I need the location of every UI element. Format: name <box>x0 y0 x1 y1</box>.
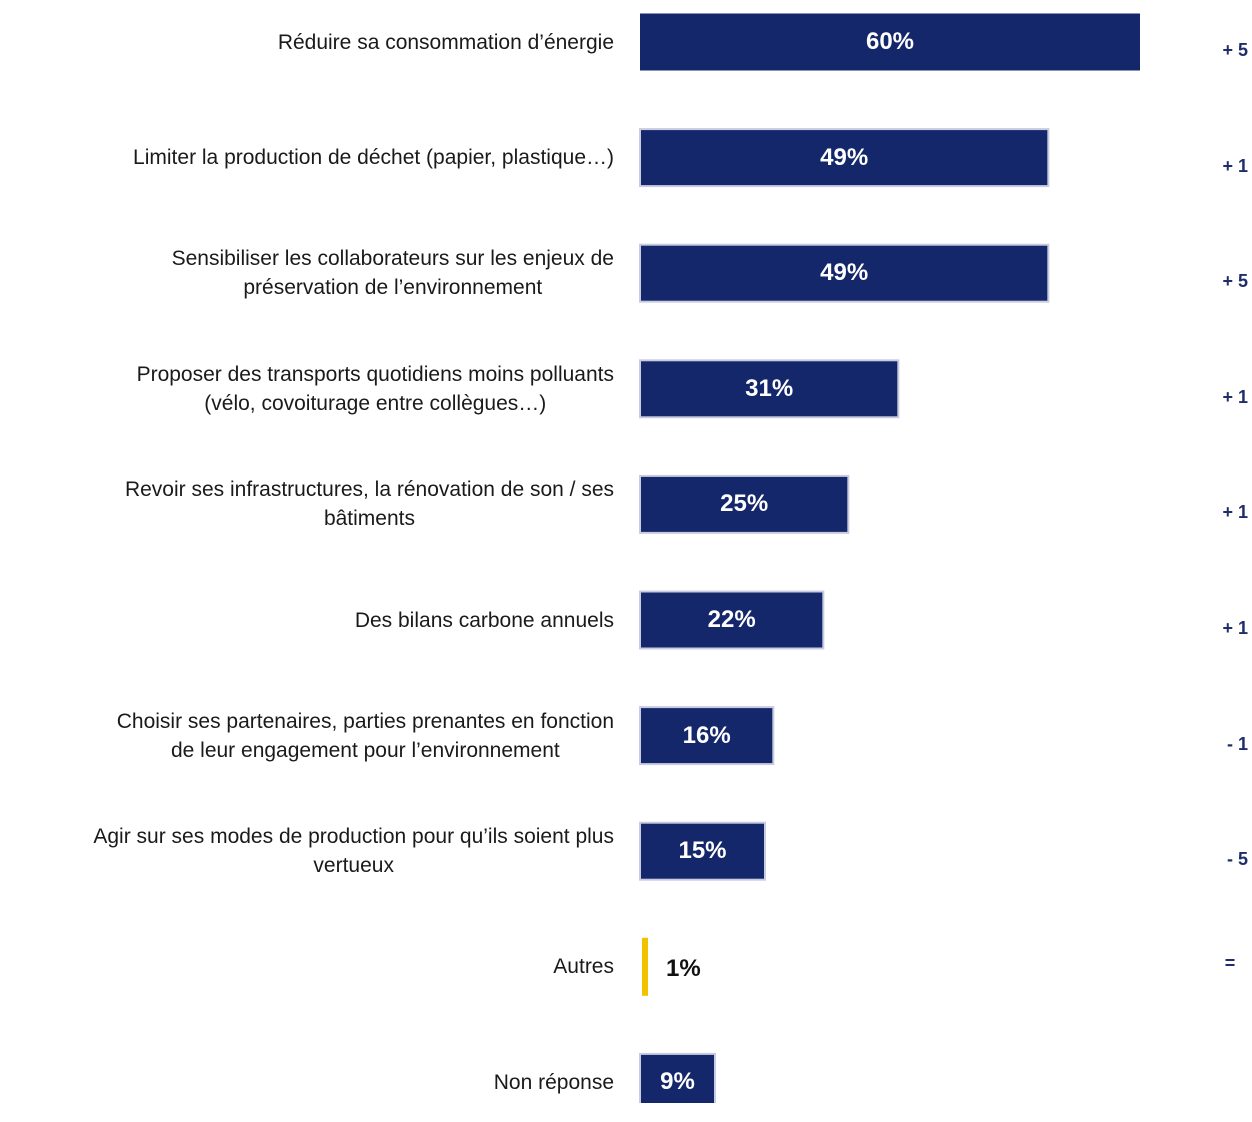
category-label: Sensibiliser les collaborateurs sur les … <box>171 247 614 300</box>
category-label: Limiter la production de déchet (papier,… <box>133 146 614 170</box>
change-label: + 1 <box>1222 386 1248 407</box>
change-label: + 5 <box>1222 271 1248 292</box>
bar-value-label: 9% <box>660 1068 695 1096</box>
bar <box>640 13 1140 71</box>
category-label: Choisir ses partenaires, parties prenant… <box>116 709 614 762</box>
bar <box>639 243 1050 303</box>
change-label: + 1 <box>1222 155 1248 176</box>
category-label: Agir sur ses modes de production pour qu… <box>93 825 614 878</box>
category-label: Revoir ses infrastructures, la rénovatio… <box>124 478 614 531</box>
bar-value-label: 31% <box>745 374 794 402</box>
bar <box>639 359 900 419</box>
bar <box>642 937 648 996</box>
change-label: - 5 <box>1226 849 1248 870</box>
bar-value-label: 60% <box>865 28 915 55</box>
category-label: Non réponse <box>493 1070 614 1094</box>
change-label: = <box>1224 952 1236 973</box>
bar-value-label: 49% <box>820 259 869 287</box>
bar-value-label: 25% <box>720 490 769 518</box>
bar-value-label: 15% <box>678 837 727 865</box>
category-label: Des bilans carbone annuels <box>354 608 614 632</box>
bar-value-label: 1% <box>666 954 701 982</box>
bar <box>639 590 825 650</box>
change-label: - 1 <box>1226 733 1248 754</box>
bar-value-label: 16% <box>682 721 731 749</box>
bar <box>639 128 1050 188</box>
category-label: Autres <box>553 955 614 979</box>
bar-value-label: 22% <box>707 606 756 633</box>
category-label: Réduire sa consommation d’énergie <box>277 30 614 54</box>
bar <box>639 474 850 534</box>
change-label: + 5 <box>1222 40 1248 60</box>
bar <box>639 706 775 766</box>
category-label: Proposer des transports quotidiens moins… <box>136 362 614 415</box>
bar <box>639 821 766 881</box>
change-label: + 1 <box>1222 618 1248 638</box>
bar-value-label: 49% <box>820 143 869 171</box>
bar <box>639 1052 716 1103</box>
change-label: + 1 <box>1222 502 1248 523</box>
